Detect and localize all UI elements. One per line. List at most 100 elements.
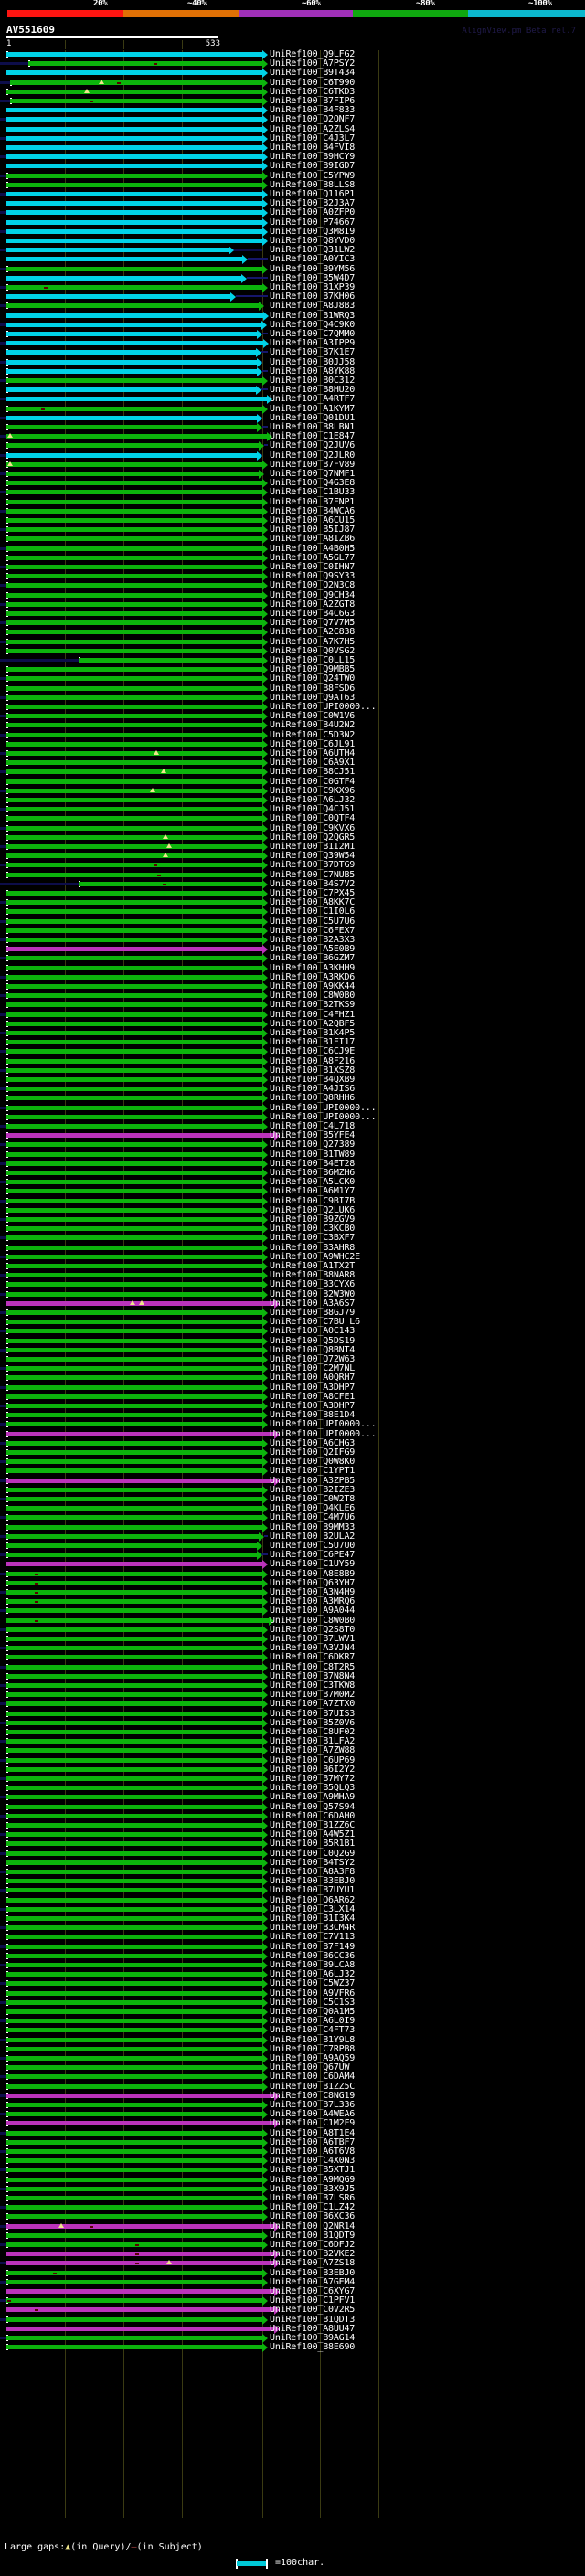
hsp-bar[interactable] xyxy=(6,294,230,300)
hsp-bar[interactable] xyxy=(6,1617,269,1623)
subject-id-label[interactable]: UniRef100_B2W3W0 xyxy=(270,1288,356,1299)
alignment-row[interactable]: UniRef100_B2W3W0 xyxy=(0,1288,585,1299)
alignment-row[interactable]: UniRef100_A4RTF7 xyxy=(0,394,585,405)
alignment-row[interactable]: UniRef100_B7K1E7 xyxy=(0,347,585,358)
subject-id-label[interactable]: UniRef100_Q8RHH6 xyxy=(270,1093,356,1104)
subject-id-label[interactable]: UniRef100_B1K4P5 xyxy=(270,1028,356,1038)
subject-id-label[interactable]: UniRef100_B8E690 xyxy=(270,2342,356,2353)
alignment-row[interactable]: UniRef100_A0QRH7 xyxy=(0,1373,585,1383)
subject-id-label[interactable]: UniRef100_B4WCA6 xyxy=(270,505,356,516)
subject-id-label[interactable]: UniRef100_Q4C9K0 xyxy=(270,319,356,330)
hsp-bar[interactable] xyxy=(6,1795,262,1800)
hsp-bar[interactable] xyxy=(6,1562,262,1567)
alignment-row[interactable]: UniRef100_B0JJ58 xyxy=(0,357,585,367)
hsp-bar[interactable] xyxy=(6,2056,262,2061)
hsp-bar[interactable] xyxy=(6,1114,262,1119)
alignment-row[interactable]: UniRef100_A6T6V8 xyxy=(0,2147,585,2157)
hsp-bar[interactable] xyxy=(6,1077,262,1082)
hsp-bar[interactable] xyxy=(6,397,267,402)
subject-id-label[interactable]: UniRef100_B6MZH6 xyxy=(270,1168,356,1178)
hsp-bar[interactable] xyxy=(6,1637,262,1641)
hsp-bar[interactable] xyxy=(6,527,262,533)
alignment-row[interactable]: UniRef100_C4J3L7 xyxy=(0,133,585,143)
subject-id-label[interactable]: UniRef100_B1ZZ5C xyxy=(270,2081,356,2092)
subject-id-label[interactable]: UniRef100_A6TBF7 xyxy=(270,2136,356,2147)
alignment-row[interactable]: UniRef100_Q2S8T0 xyxy=(0,1625,585,1635)
hsp-bar[interactable] xyxy=(6,900,262,906)
alignment-row[interactable]: UniRef100_B8LLS8 xyxy=(0,180,585,190)
alignment-row[interactable]: UniRef100_A7K7H5 xyxy=(0,637,585,647)
hsp-bar[interactable] xyxy=(6,2289,274,2294)
hsp-bar[interactable] xyxy=(6,1748,262,1754)
subject-id-label[interactable]: UniRef100_C8T2R5 xyxy=(270,1661,356,1672)
subject-id-label[interactable]: UniRef100_B7LWV1 xyxy=(270,1634,356,1644)
hsp-bar[interactable] xyxy=(6,611,262,616)
alignment-row[interactable]: UniRef100_C7BU L6 xyxy=(0,1317,585,1328)
subject-id-label[interactable]: UniRef100_C1I0L6 xyxy=(270,906,356,917)
subject-id-label[interactable]: UniRef100_C1E847 xyxy=(270,431,356,442)
subject-id-label[interactable]: UniRef100_A9A044 xyxy=(270,1606,356,1617)
hsp-bar[interactable] xyxy=(6,1291,262,1297)
subject-id-label[interactable]: UniRef100_A9AQ59 xyxy=(270,2053,356,2063)
hsp-bar[interactable] xyxy=(6,415,257,420)
hsp-bar[interactable] xyxy=(6,1870,262,1874)
alignment-row[interactable]: UniRef100_B5YFE4 xyxy=(0,1130,585,1141)
alignment-row[interactable]: UniRef100_B3AHR8 xyxy=(0,1243,585,1253)
alignment-row[interactable]: UniRef100_C3KCB0 xyxy=(0,1224,585,1235)
subject-id-label[interactable]: UniRef100_B9T434 xyxy=(270,68,356,79)
alignment-row[interactable]: UniRef100_B3EBJ0 xyxy=(0,1876,585,1887)
subject-id-label[interactable]: UniRef100_C4FHZ1 xyxy=(270,1009,356,1020)
subject-id-label[interactable]: UniRef100_B3EBJ0 xyxy=(270,1876,356,1887)
subject-id-label[interactable]: UniRef100_B7LSR6 xyxy=(270,2193,356,2203)
hsp-bar[interactable] xyxy=(6,1366,262,1372)
subject-id-label[interactable]: UniRef100_C6CJ9E xyxy=(270,1046,356,1057)
subject-id-label[interactable]: UniRef100_B9ZGV9 xyxy=(270,1214,356,1224)
hsp-bar[interactable] xyxy=(6,154,262,160)
alignment-row[interactable]: UniRef100_B4ET28 xyxy=(0,1159,585,1169)
subject-id-label[interactable]: UniRef100_Q2QGR5 xyxy=(270,832,356,843)
alignment-row[interactable]: UniRef100_A9A044 xyxy=(0,1606,585,1617)
alignment-row[interactable]: UniRef100_Q8RHH6 xyxy=(0,1093,585,1104)
alignment-row[interactable]: UniRef100_C0LL15 xyxy=(0,655,585,665)
subject-id-label[interactable]: UniRef100_Q9SY33 xyxy=(270,571,356,582)
subject-id-label[interactable]: UniRef100_A4WEA6 xyxy=(270,2109,356,2120)
alignment-row[interactable]: UniRef100_B7M0M2 xyxy=(0,1690,585,1701)
alignment-row[interactable]: UniRef100_C0W1V6 xyxy=(0,711,585,722)
subject-id-label[interactable]: UniRef100_B4S7V2 xyxy=(270,878,356,889)
alignment-row[interactable]: UniRef100_A8YK88 xyxy=(0,366,585,376)
subject-id-label[interactable]: UniRef100_Q9CH34 xyxy=(270,589,356,600)
subject-id-label[interactable]: UniRef100_C7QMM0 xyxy=(270,329,356,339)
alignment-row[interactable]: UniRef100_B1FI17 xyxy=(0,1037,585,1048)
alignment-row[interactable]: UniRef100_UPI0000... xyxy=(0,1429,585,1439)
hsp-bar[interactable] xyxy=(6,583,262,588)
alignment-row[interactable]: UniRef100_A6L0I9 xyxy=(0,2016,585,2027)
alignment-row[interactable]: UniRef100_B7L336 xyxy=(0,2100,585,2110)
alignment-row[interactable]: UniRef100_B1K4P5 xyxy=(0,1028,585,1038)
subject-id-label[interactable]: UniRef100_C9KVX6 xyxy=(270,822,356,833)
hsp-bar[interactable] xyxy=(6,341,263,346)
alignment-row[interactable]: UniRef100_B3CM4R xyxy=(0,1923,585,1934)
alignment-row[interactable]: UniRef100_B3X9J5 xyxy=(0,2184,585,2194)
hsp-bar[interactable] xyxy=(6,2223,274,2229)
subject-id-label[interactable]: UniRef100_A3MRQ6 xyxy=(270,1596,356,1607)
hsp-bar[interactable] xyxy=(6,1142,262,1148)
alignment-row[interactable]: UniRef100_A8A3F8 xyxy=(0,1867,585,1877)
subject-id-label[interactable]: UniRef100_Q2NR14 xyxy=(270,2221,356,2231)
alignment-row[interactable]: UniRef100_Q4KLE6 xyxy=(0,1503,585,1514)
subject-id-label[interactable]: UniRef100_C1UY59 xyxy=(270,1559,356,1570)
alignment-row[interactable]: UniRef100_C1I0L6 xyxy=(0,906,585,917)
alignment-row[interactable]: UniRef100_C1E847 xyxy=(0,431,585,442)
alignment-row[interactable]: UniRef100_Q2QNF7 xyxy=(0,114,585,125)
subject-id-label[interactable]: UniRef100_B1Y9L8 xyxy=(270,2034,356,2045)
alignment-row[interactable]: UniRef100_Q4G3E8 xyxy=(0,478,585,489)
subject-id-label[interactable]: UniRef100_A4RTF7 xyxy=(270,394,356,405)
subject-id-label[interactable]: UniRef100_Q2JLR0 xyxy=(270,450,356,461)
alignment-row[interactable]: UniRef100_B1TW89 xyxy=(0,1150,585,1160)
hsp-bar[interactable] xyxy=(6,461,262,467)
hsp-bar[interactable] xyxy=(6,89,262,94)
subject-id-label[interactable]: UniRef100_C6FEX7 xyxy=(270,925,356,936)
subject-id-label[interactable]: UniRef100_B7N8N4 xyxy=(270,1670,356,1681)
hsp-bar[interactable] xyxy=(6,472,259,476)
hsp-bar[interactable] xyxy=(6,705,262,709)
hsp-bar[interactable] xyxy=(6,2093,274,2098)
